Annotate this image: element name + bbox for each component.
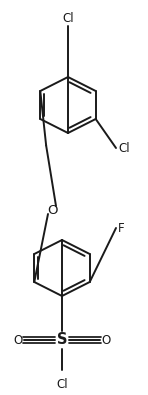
Text: Cl: Cl xyxy=(56,378,68,391)
Text: F: F xyxy=(118,222,125,235)
Text: Cl: Cl xyxy=(62,11,74,24)
Text: S: S xyxy=(57,333,67,348)
Text: O: O xyxy=(47,203,57,216)
Text: O: O xyxy=(13,333,23,346)
Text: Cl: Cl xyxy=(118,141,130,154)
Text: O: O xyxy=(101,333,111,346)
